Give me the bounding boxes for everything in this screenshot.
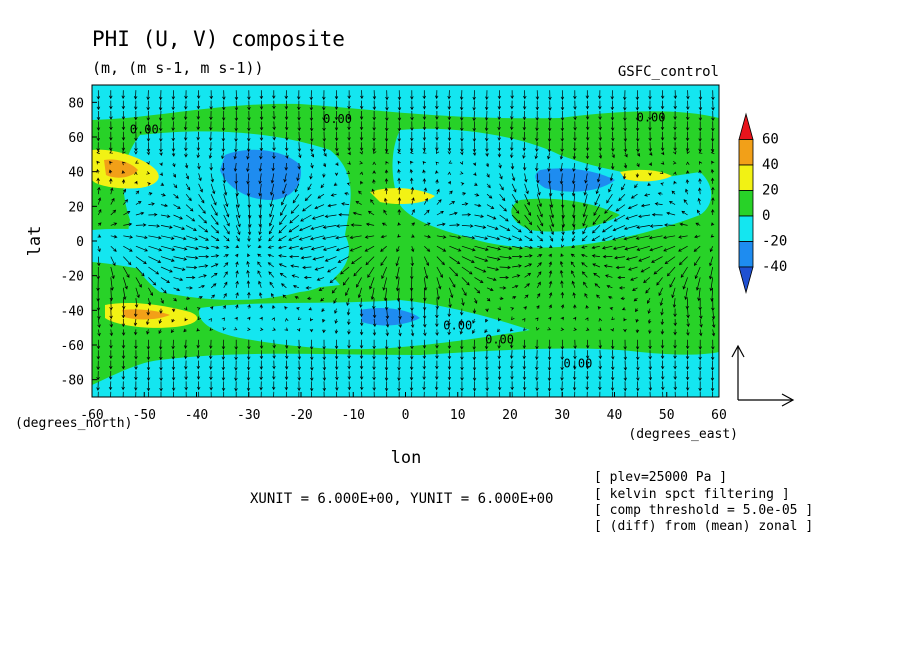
x-tick-label: 40	[607, 408, 623, 423]
contour-label: 0.00	[637, 110, 666, 124]
wind-vectors	[96, 90, 716, 397]
y-tick-label: -60	[61, 339, 84, 354]
x-tick-label: 10	[450, 408, 466, 423]
colorbar-segment	[738, 215, 754, 242]
source-label: GSFC_control	[618, 64, 719, 80]
contour-region-neg40	[535, 168, 615, 192]
colorbar-segment	[738, 241, 754, 268]
x-tick-label: 0	[402, 408, 410, 423]
colorbar-label: 20	[762, 183, 779, 199]
chart-title: PHI (U, V) composite	[92, 27, 345, 51]
contour-region-neg	[92, 228, 340, 289]
contour-region-neg40	[360, 307, 420, 326]
contour-region-neg40	[220, 149, 301, 200]
x-tick-label: -20	[289, 408, 312, 423]
contour-region-pos40	[104, 159, 138, 178]
x-unit-label: (degrees_east)	[628, 427, 738, 442]
colorbar-segment	[738, 164, 754, 191]
contour-labels: 0.00 0.00 0.00 0.00 0.00 0.00	[130, 110, 666, 370]
colorbar-cap-bottom	[738, 266, 754, 295]
x-tick-label: -40	[185, 408, 208, 423]
y-tick-label: 80	[68, 96, 84, 111]
note-line: [ plev=25000 Pa ]	[594, 470, 727, 485]
x-tick-label: 30	[554, 408, 570, 423]
contour-label: 0.00	[443, 318, 472, 332]
y-axis-label: lat	[25, 226, 45, 257]
note-line: [ (diff) from (mean) zonal ]	[594, 519, 813, 534]
y-tick-label: 0	[76, 235, 84, 250]
y-unit-label: (degrees_north)	[15, 416, 132, 431]
y-tick-label: 60	[68, 131, 84, 146]
note-line: [ comp threshold = 5.0e-05 ]	[594, 503, 813, 518]
colorbar-cap-top	[738, 112, 754, 140]
x-tick-label: 50	[659, 408, 675, 423]
unit-annotation: XUNIT = 6.000E+00, YUNIT = 6.000E+00	[250, 491, 553, 507]
contour-region-pos40	[122, 309, 170, 320]
contour-field	[92, 85, 719, 397]
x-tick-label: -50	[133, 408, 156, 423]
contour-label: 0.00	[563, 357, 592, 371]
y-tick-label: 20	[68, 200, 84, 215]
x-tick-label: -30	[237, 408, 260, 423]
colorbar-segment	[738, 139, 754, 166]
contour-region-pos20	[620, 169, 672, 182]
contour-label: 0.00	[130, 123, 159, 137]
vector-reference-arrow	[731, 344, 795, 407]
colorbar-label: 60	[762, 132, 779, 148]
y-tick-label: -20	[61, 270, 84, 285]
chart-subtitle: (m, (m s-1, m s-1))	[92, 59, 264, 77]
x-tick-label: -10	[342, 408, 365, 423]
colorbar-label: 40	[762, 157, 779, 173]
x-tick-label: -60	[80, 408, 103, 423]
note-line: [ kelvin spct filtering ]	[594, 487, 790, 502]
contour-label: 0.00	[485, 332, 514, 346]
contour-region-zero	[369, 234, 480, 285]
contour-label: 0.00	[323, 112, 352, 126]
wind-vector-arrows	[96, 90, 716, 397]
x-tick-label: 60	[711, 408, 727, 423]
colorbar-segment	[738, 190, 754, 217]
colorbar-label: -20	[762, 234, 787, 250]
y-tick-label: 40	[68, 166, 84, 181]
colorbar-label: 0	[762, 208, 770, 224]
x-axis-label: lon	[391, 448, 422, 468]
y-tick-label: -40	[61, 304, 84, 319]
x-axis-ticks: -60 -50 -40 -30 -20 -10 0 10 20 30 40 50 60	[80, 392, 727, 423]
colorbar: 60 40 20 0 -20 -40	[738, 112, 787, 295]
contour-region-neg	[199, 300, 530, 350]
y-tick-label: -80	[61, 374, 84, 389]
y-axis-ticks: 80 60 40 20 0 -20 -40 -60 -80	[61, 96, 97, 389]
x-tick-label: 20	[502, 408, 518, 423]
colorbar-label: -40	[762, 259, 787, 275]
